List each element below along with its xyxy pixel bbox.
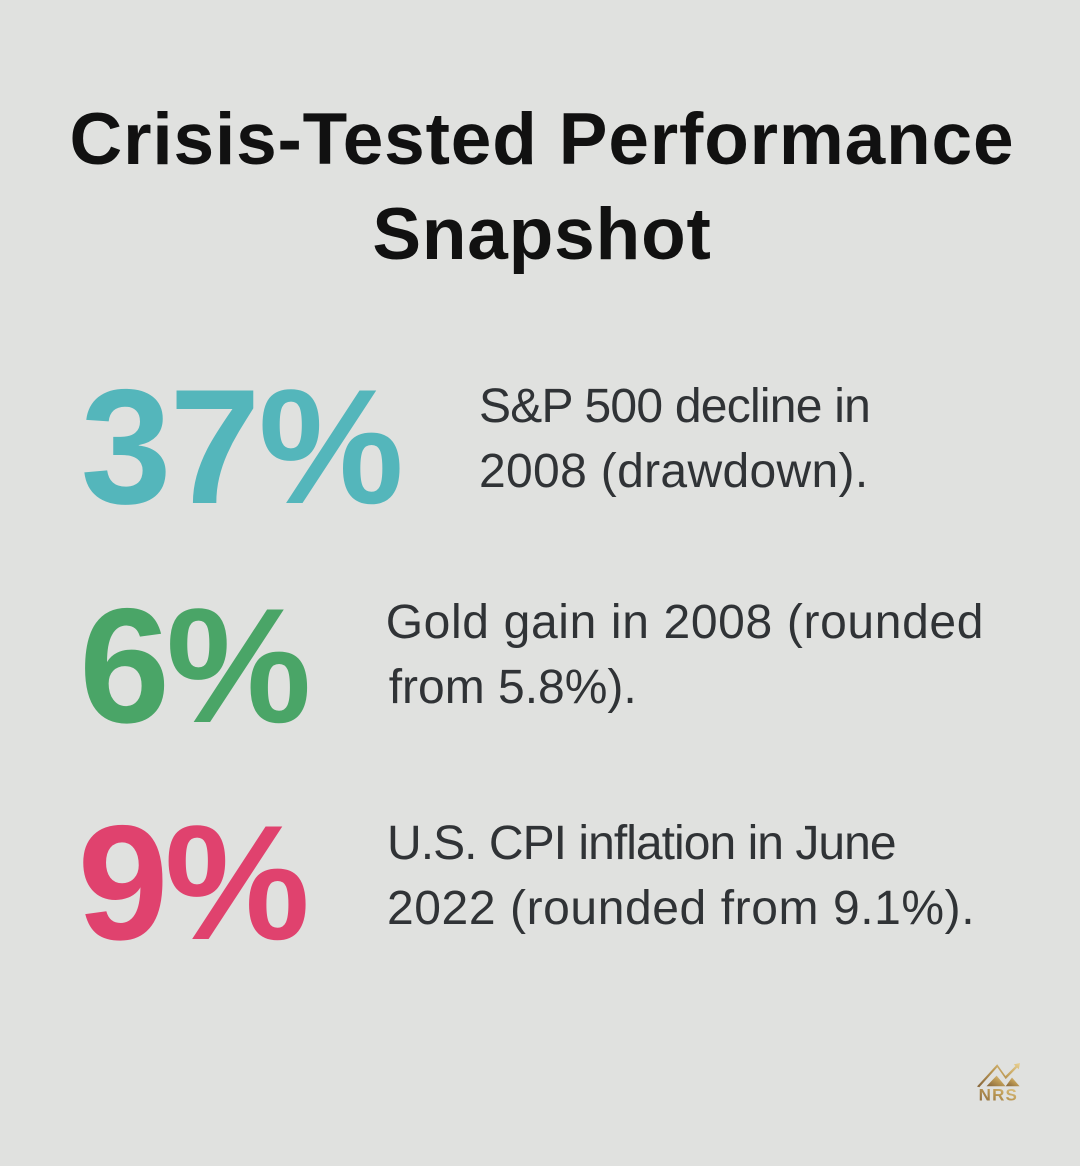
svg-text:NRS: NRS <box>979 1086 1019 1104</box>
